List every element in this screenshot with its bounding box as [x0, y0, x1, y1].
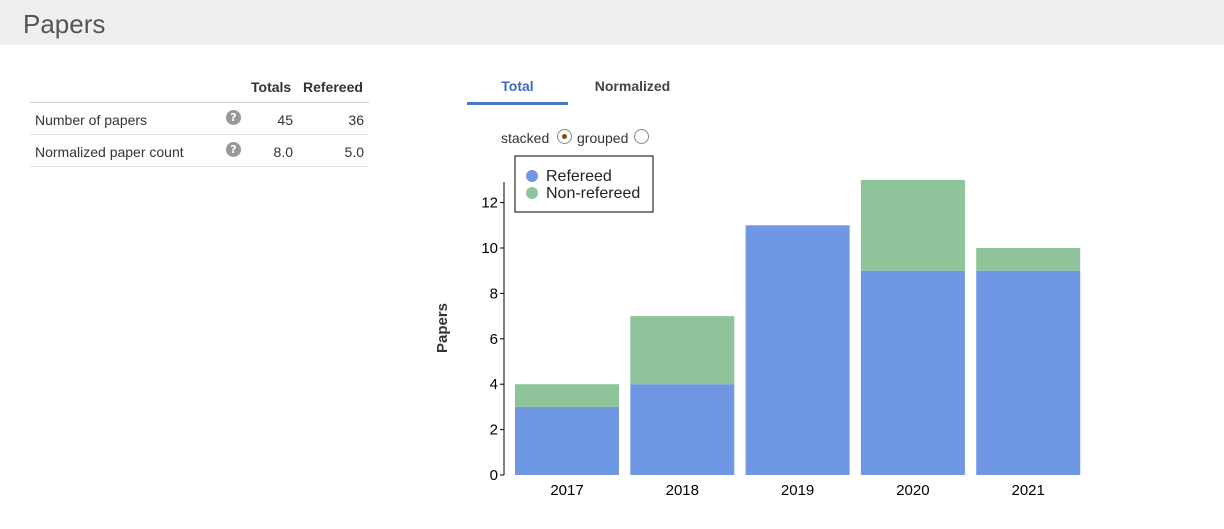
page-header: Papers — [0, 0, 1224, 45]
y-tick-label: 0 — [490, 467, 498, 484]
papers-stats-table: Totals Refereed Number of papers ? 45 36… — [30, 74, 369, 167]
stats-row-number-of-papers: Number of papers ? 45 36 — [30, 103, 369, 135]
bar-refereed-2020[interactable] — [860, 270, 965, 475]
grouped-label: grouped — [577, 130, 629, 146]
stats-row-normalized-paper-count: Normalized paper count ? 8.0 5.0 — [30, 135, 369, 167]
y-tick-label: 6 — [490, 331, 498, 348]
grouped-radio[interactable] — [634, 129, 649, 144]
page-title: Papers — [23, 9, 106, 39]
bar-refereed-2018[interactable] — [630, 384, 735, 475]
y-tick-label: 4 — [490, 376, 498, 393]
stacked-radio[interactable] — [557, 129, 572, 144]
question-circle-icon[interactable]: ? — [226, 110, 241, 125]
row-label: Normalized paper count — [35, 144, 184, 160]
stats-table-header: Totals Refereed — [30, 74, 369, 103]
x-tick-label: 2020 — [896, 482, 929, 499]
tab-total[interactable]: Total — [467, 74, 568, 105]
question-circle-icon[interactable]: ? — [226, 142, 241, 157]
tab-normalized[interactable]: Normalized — [594, 78, 671, 94]
column-header-refereed: Refereed — [303, 79, 363, 95]
y-tick-label: 12 — [481, 195, 498, 212]
bar-refereed-2019[interactable] — [745, 225, 850, 475]
y-axis-label: Papers — [434, 303, 451, 353]
bar-non-refereed-2018[interactable] — [630, 316, 735, 385]
totals-value: 8.0 — [273, 144, 293, 160]
row-label: Number of papers — [35, 112, 148, 128]
bar-non-refereed-2017[interactable] — [515, 384, 619, 407]
x-tick-label: 2017 — [550, 482, 583, 499]
legend-label-non-refereed: Non-refereed — [546, 185, 640, 202]
y-tick-label: 8 — [490, 285, 498, 302]
column-header-totals: Totals — [251, 79, 292, 95]
legend-box — [514, 155, 654, 213]
x-tick-label: 2019 — [781, 482, 814, 499]
legend-marker-non-refereed — [526, 187, 538, 199]
bar-non-refereed-2021[interactable] — [976, 248, 1081, 271]
x-tick-label: 2018 — [666, 482, 699, 499]
y-tick-label: 2 — [490, 422, 498, 439]
refereed-value: 36 — [348, 112, 364, 128]
bar-non-refereed-2020[interactable] — [860, 179, 965, 271]
refereed-value: 5.0 — [344, 144, 364, 160]
y-tick-label: 10 — [481, 240, 498, 257]
stacked-label: stacked — [501, 130, 550, 146]
bar-refereed-2017[interactable] — [515, 406, 619, 475]
bar-refereed-2021[interactable] — [976, 270, 1081, 475]
legend-marker-refereed — [526, 170, 538, 182]
legend-top-mask — [514, 150, 654, 155]
x-tick-label: 2021 — [1012, 482, 1045, 499]
totals-value: 45 — [277, 112, 293, 128]
legend-label-refereed: Refereed — [546, 168, 612, 185]
